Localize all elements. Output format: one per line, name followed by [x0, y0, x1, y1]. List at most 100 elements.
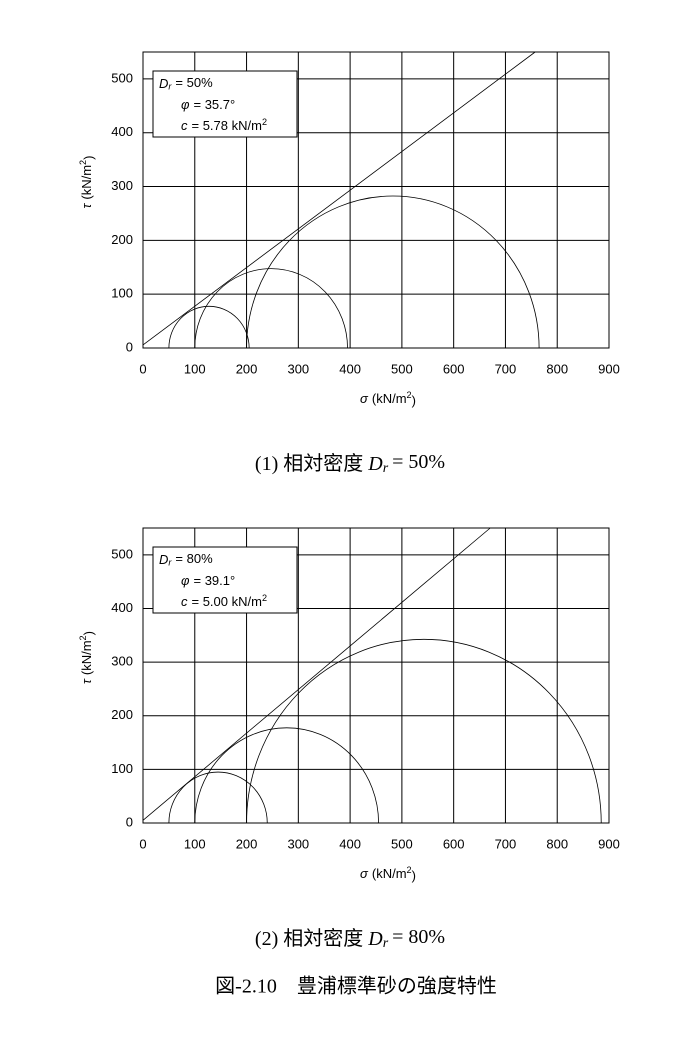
end: ) — [81, 631, 96, 635]
failure-envelope — [142, 527, 491, 821]
symbol: σ — [360, 391, 369, 406]
symbol: D — [367, 928, 383, 950]
legend-entry: Dr = 80% — [159, 551, 213, 568]
symbol: c — [181, 594, 188, 609]
legend-box — [152, 546, 298, 614]
chart: 0 100 200 300 400 500 600 700 800 900 0 100 200 300 40… — [78, 527, 620, 883]
x-tick-label: 500 — [391, 361, 413, 376]
y-tick-label: 0 — [126, 814, 133, 829]
superscript: 2 — [78, 635, 88, 640]
end: ) — [81, 156, 96, 160]
y-tick-label: 200 — [111, 232, 133, 247]
symbol: D — [159, 76, 168, 91]
text: = 80% — [392, 926, 445, 948]
x-tick-label: 300 — [287, 836, 309, 851]
x-tick-label: 600 — [443, 361, 465, 376]
symbol: σ — [360, 866, 369, 881]
x-tick-label: 200 — [236, 361, 258, 376]
y-tick-label: 500 — [111, 546, 133, 561]
superscript: 2 — [262, 117, 267, 127]
text: = 50% — [175, 75, 213, 90]
caption-prefix: (1) 相対密度 — [255, 452, 363, 475]
caption-prefix: (2) 相対密度 — [255, 927, 363, 950]
failure-envelope — [142, 51, 536, 346]
mohr-circle — [194, 268, 348, 349]
end: ) — [412, 393, 416, 408]
text: (kN/m — [79, 165, 94, 200]
text: (kN/m — [79, 640, 94, 675]
y-tick-label: 100 — [111, 761, 133, 776]
caption: (1) 相対密度 Dr = 50% — [255, 451, 445, 477]
y-axis-label: τ (kN/m2) — [78, 156, 96, 209]
legend-box — [152, 70, 298, 138]
legend-entry: c = 5.00 kN/m2 — [181, 593, 267, 609]
y-tick-label: 400 — [111, 124, 133, 139]
superscript: 2 — [407, 865, 412, 875]
text: = 39.1° — [193, 573, 235, 588]
x-tick-label: 0 — [139, 361, 146, 376]
x-tick-label: 300 — [287, 361, 309, 376]
legend-entry: φ = 39.1° — [181, 573, 235, 588]
x-tick-label: 900 — [598, 836, 620, 851]
mohr-circle — [168, 306, 250, 349]
legend-entry: c = 5.78 kN/m2 — [181, 117, 267, 133]
legend-entry: φ = 35.7° — [181, 97, 235, 112]
x-tick-label: 800 — [546, 836, 568, 851]
mohr-circle — [194, 727, 379, 824]
symbol: φ — [181, 573, 190, 588]
symbol: τ — [79, 678, 94, 684]
symbol: φ — [181, 97, 190, 112]
x-tick-label: 500 — [391, 836, 413, 851]
mohr-circle — [246, 195, 540, 349]
x-tick-label: 100 — [184, 836, 206, 851]
x-tick-label: 600 — [443, 836, 465, 851]
y-tick-label: 400 — [111, 600, 133, 615]
figure-title: 図-2.10 豊浦標準砂の強度特性 — [215, 975, 497, 998]
x-tick-label: 700 — [495, 836, 517, 851]
x-tick-label: 0 — [139, 836, 146, 851]
superscript: 2 — [407, 390, 412, 400]
subscript: r — [168, 82, 172, 92]
symbol: τ — [79, 202, 94, 208]
x-tick-label: 400 — [339, 361, 361, 376]
subscript: r — [168, 558, 172, 568]
text: = 50% — [392, 451, 445, 473]
mohr-circle — [168, 771, 268, 824]
legend-entry: Dr = 50% — [159, 75, 213, 92]
x-tick-label: 800 — [546, 361, 568, 376]
y-tick-label: 0 — [126, 339, 133, 354]
text: = 5.00 kN/m — [192, 594, 262, 609]
y-tick-label: 100 — [111, 286, 133, 301]
mohr-circle — [246, 639, 602, 824]
y-tick-label: 300 — [111, 178, 133, 193]
superscript: 2 — [78, 160, 88, 165]
symbol: c — [181, 118, 188, 133]
subscript: r — [383, 461, 389, 476]
x-tick-label: 100 — [184, 361, 206, 376]
subscript: r — [383, 936, 389, 951]
x-axis-label: σ (kN/m2) — [360, 390, 416, 408]
y-tick-label: 500 — [111, 70, 133, 85]
plot-frame — [142, 527, 610, 824]
symbol: D — [159, 552, 168, 567]
y-tick-label: 200 — [111, 707, 133, 722]
x-tick-label: 200 — [236, 836, 258, 851]
x-axis-label: σ (kN/m2) — [360, 865, 416, 883]
text: = 35.7° — [193, 97, 235, 112]
plot-frame — [142, 51, 610, 349]
text: (kN/m — [372, 866, 407, 881]
text: (kN/m — [372, 391, 407, 406]
chart: 0 100 200 300 400 500 600 700 800 900 0 100 200 300 40… — [78, 51, 620, 408]
x-tick-label: 700 — [495, 361, 517, 376]
y-axis-label: τ (kN/m2) — [78, 631, 96, 684]
x-tick-label: 400 — [339, 836, 361, 851]
text: = 5.78 kN/m — [192, 118, 262, 133]
end: ) — [412, 868, 416, 883]
caption: (2) 相対密度 Dr = 80% — [255, 926, 445, 952]
y-tick-label: 300 — [111, 654, 133, 669]
x-tick-label: 900 — [598, 361, 620, 376]
symbol: D — [367, 453, 383, 475]
superscript: 2 — [262, 593, 267, 603]
text: = 80% — [175, 551, 213, 566]
